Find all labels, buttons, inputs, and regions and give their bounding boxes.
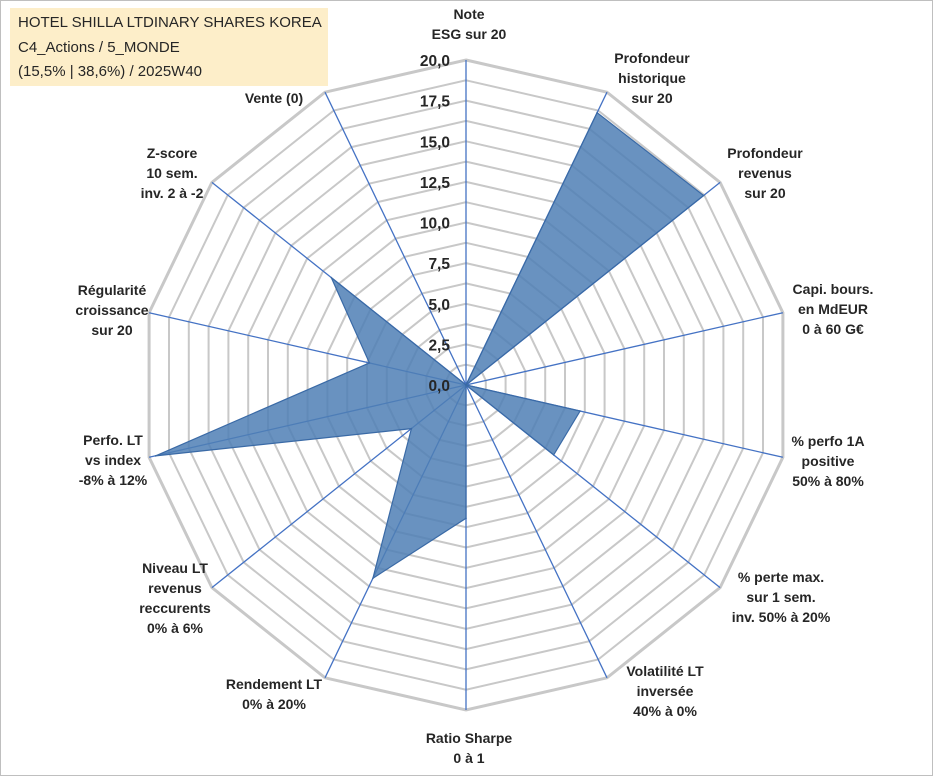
axis-label-line: inversée bbox=[637, 683, 694, 699]
axis-label-line: Profondeur bbox=[727, 145, 803, 161]
axis-label-line: ESG sur 20 bbox=[432, 26, 507, 42]
radar-axis-labels: Note ESG sur 20 Profondeur historique sur 20… bbox=[75, 6, 873, 766]
score-week-label: (15,5% | 38,6%) / 2025W40 bbox=[18, 63, 202, 80]
axis-label-line: croissance bbox=[75, 302, 148, 318]
tick-label: 12,5 bbox=[420, 175, 451, 192]
tick-label: 0,0 bbox=[428, 378, 450, 395]
tick-label: 10,0 bbox=[420, 216, 450, 233]
axis-label: Volatilité LT inversée 40% à 0% bbox=[626, 663, 704, 719]
axis-label-line: 0% à 6% bbox=[147, 620, 204, 636]
axis-label-line: Capi. bours. bbox=[793, 281, 874, 297]
data-point bbox=[372, 577, 374, 580]
axis-label-line: 10 sem. bbox=[146, 165, 197, 181]
axis-spoke bbox=[465, 312, 784, 386]
axis-label: Perfo. LT vs index -8% à 12% bbox=[79, 432, 148, 488]
axis-spoke bbox=[465, 384, 608, 679]
axis-label-line: Note bbox=[453, 6, 484, 22]
data-point bbox=[596, 111, 598, 114]
axis-label-line: en MdEUR bbox=[798, 301, 868, 317]
axis-label: % perte max. sur 1 sem. inv. 50% à 20% bbox=[732, 569, 831, 625]
tick-label: 2,5 bbox=[428, 337, 450, 354]
data-point bbox=[702, 194, 705, 197]
axis-label: Note ESG sur 20 bbox=[432, 6, 507, 42]
axis-label-line: sur 20 bbox=[91, 322, 132, 338]
axis-label-line: sur 20 bbox=[744, 185, 785, 201]
data-point bbox=[410, 427, 413, 430]
axis-label-line: sur 20 bbox=[631, 90, 672, 106]
axis-label-line: 0% à 20% bbox=[242, 696, 306, 712]
axis-label-line: Rendement LT bbox=[226, 676, 323, 692]
axis-label-line: % perfo 1A bbox=[791, 433, 864, 449]
radar-tick-labels: 0,0 2,5 5,0 7,5 10,0 12,5 15,0 17,5 20,0 bbox=[420, 53, 451, 395]
axis-label: Z-score 10 sem. inv. 2 à -2 bbox=[141, 145, 204, 201]
info-box: HOTEL SHILLA LTDINARY SHARES KOREA C4_Ac… bbox=[10, 8, 328, 86]
tick-label: 17,5 bbox=[420, 94, 451, 111]
axis-label-line: reccurents bbox=[139, 600, 211, 616]
data-point bbox=[154, 455, 157, 457]
tick-label: 20,0 bbox=[420, 53, 450, 70]
axis-label-line: Profondeur bbox=[614, 50, 690, 66]
axis-label-line: positive bbox=[802, 453, 855, 469]
axis-label: Rendement LT 0% à 20% bbox=[226, 676, 323, 712]
axis-label-line: Régularité bbox=[78, 282, 147, 298]
axis-label-line: Z-score bbox=[147, 145, 198, 161]
axis-label-line: vs index bbox=[85, 452, 141, 468]
axis-label-line: Niveau LT bbox=[142, 560, 208, 576]
category-label: C4_Actions / 5_MONDE bbox=[18, 39, 180, 56]
axis-label-line: 0 à 60 G€ bbox=[802, 321, 864, 337]
axis-label-line: 0 à 1 bbox=[453, 750, 484, 766]
axis-label-line: inv. 50% à 20% bbox=[732, 609, 831, 625]
data-point bbox=[465, 384, 467, 386]
axis-label-line: % perte max. bbox=[738, 569, 824, 585]
tick-label: 7,5 bbox=[428, 256, 450, 273]
axis-spoke bbox=[324, 91, 467, 386]
tick-label: 5,0 bbox=[428, 297, 450, 314]
radar-series bbox=[154, 111, 705, 580]
series-area bbox=[155, 111, 705, 580]
axis-label-line: 40% à 0% bbox=[633, 703, 697, 719]
axis-label-line: inv. 2 à -2 bbox=[141, 185, 204, 201]
tick-label: 15,0 bbox=[420, 134, 450, 151]
axis-label-line: sur 1 sem. bbox=[746, 589, 815, 605]
axis-label: Capi. bours. en MdEUR 0 à 60 G€ bbox=[793, 281, 874, 337]
data-point bbox=[579, 410, 581, 412]
axis-label-line: Volatilité LT bbox=[626, 663, 704, 679]
axis-label: Profondeur historique sur 20 bbox=[614, 50, 690, 106]
axis-label: Profondeur revenus sur 20 bbox=[727, 145, 803, 201]
axis-label-line: Perfo. LT bbox=[83, 432, 143, 448]
data-point bbox=[368, 362, 371, 364]
axis-label-line: 50% à 80% bbox=[792, 473, 864, 489]
axis-label-line: Vente (0) bbox=[245, 90, 303, 106]
axis-label-line: historique bbox=[618, 70, 686, 86]
axis-label: Niveau LT revenus reccurents 0% à 6% bbox=[139, 560, 211, 636]
data-point bbox=[552, 454, 555, 456]
axis-label: % perfo 1A positive 50% à 80% bbox=[791, 433, 864, 489]
stock-title: HOTEL SHILLA LTDINARY SHARES KOREA bbox=[18, 14, 322, 31]
axis-label: Ratio Sharpe 0 à 1 bbox=[426, 730, 513, 766]
axis-label: Régularité croissance sur 20 bbox=[75, 282, 148, 338]
axis-label-line: Ratio Sharpe bbox=[426, 730, 513, 746]
data-point bbox=[465, 517, 467, 520]
data-point bbox=[330, 276, 333, 279]
axis-label-line: revenus bbox=[148, 580, 202, 596]
axis-label-line: revenus bbox=[738, 165, 792, 181]
axis-label-line: -8% à 12% bbox=[79, 472, 148, 488]
